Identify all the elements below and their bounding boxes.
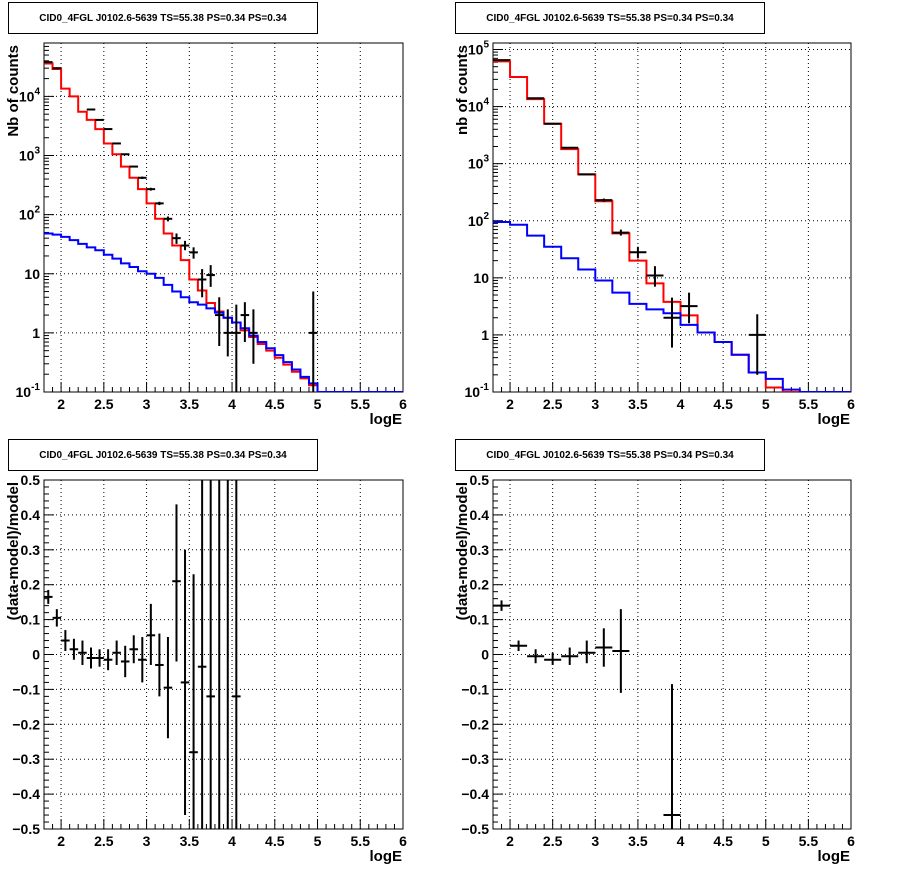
x-tick-label: 4.5 <box>265 833 285 849</box>
chart-svg-residuals-right: 2 2.5 3 3.5 4 4.5 5 5.5 6 −0.5 −0.4 −0.3 −0.2 −0.1 0 0.… <box>454 472 855 865</box>
x-tick-label: 2.5 <box>543 396 563 412</box>
x-tick-label: 5.5 <box>799 833 819 849</box>
y-tick-label: 0.5 <box>21 472 41 488</box>
y-tick-label: −0.1 <box>12 681 40 697</box>
model-step-line <box>493 221 851 392</box>
x-tick-label: 5 <box>314 833 322 849</box>
x-axis-label: logE <box>370 848 403 865</box>
x-tick-label: 3 <box>143 396 151 412</box>
x-tick-label: 6 <box>399 833 407 849</box>
x-tick-label: 4 <box>677 396 685 412</box>
x-tick-label: 6 <box>847 833 855 849</box>
x-tick-label: 4 <box>228 396 236 412</box>
x-tick-label: 3.5 <box>628 833 648 849</box>
x-tick-label: 5.5 <box>351 833 371 849</box>
y-tick-label: 102 <box>19 205 41 223</box>
y-tick-label: 105 <box>468 40 490 58</box>
x-tick-label: 2 <box>57 833 65 849</box>
y-tick-label: 0.2 <box>21 577 41 593</box>
x-tick-label: 6 <box>399 396 407 412</box>
x-tick-label: 5 <box>762 396 770 412</box>
y-tick-label: 10-1 <box>465 382 490 400</box>
x-tick-label: 4.5 <box>265 396 285 412</box>
y-tick-label: 103 <box>19 146 41 164</box>
model-step-line <box>44 232 403 392</box>
y-tick-label: 0.1 <box>21 612 41 628</box>
y-tick-label: 103 <box>468 154 490 172</box>
model-step-line <box>44 62 403 392</box>
chart-title: CID0_4FGL J0102.6-5639 TS=55.38 PS=0.34 … <box>455 2 765 34</box>
y-tick-label: −0.3 <box>461 751 489 767</box>
y-tick-label: 0.4 <box>470 507 490 523</box>
y-tick-label: 0.1 <box>470 612 490 628</box>
x-tick-label: 5.5 <box>799 396 819 412</box>
y-tick-label: 10 <box>473 270 489 286</box>
y-tick-label: 0.3 <box>21 542 41 558</box>
chart-panel-top-left: CID0_4FGL J0102.6-5639 TS=55.38 PS=0.34 … <box>0 0 449 437</box>
y-tick-label: −0.4 <box>12 786 40 802</box>
x-tick-label: 2 <box>506 396 514 412</box>
plot-frame <box>43 479 404 830</box>
x-tick-label: 4 <box>677 833 685 849</box>
chart-svg-counts-left: 2 2.5 3 3.5 4 4.5 5 5.5 6 10-1 1 10 102 103 104 logE Nb … <box>5 42 407 428</box>
y-tick-label: 10 <box>24 266 40 282</box>
x-tick-label: 2.5 <box>94 396 114 412</box>
y-tick-label: 0.2 <box>470 577 490 593</box>
x-axis-label: logE <box>818 848 851 865</box>
x-tick-label: 4 <box>228 833 236 849</box>
x-tick-label: 5 <box>762 833 770 849</box>
chart-svg-residuals-left: 2 2.5 3 3.5 4 4.5 5 5.5 6 −0.5 −0.4 −0.3 −0.2 −0.1 0 0.… <box>5 472 407 865</box>
y-tick-label: −0.5 <box>12 821 40 837</box>
x-tick-label: 2 <box>57 396 65 412</box>
y-tick-label: 0 <box>32 647 40 663</box>
chart-panel-top-right: CID0_4FGL J0102.6-5639 TS=55.38 PS=0.34 … <box>449 0 898 437</box>
y-tick-label: 104 <box>468 97 490 115</box>
chart-panel-bottom-left: CID0_4FGL J0102.6-5639 TS=55.38 PS=0.34 … <box>0 437 449 875</box>
x-tick-label: 2.5 <box>543 833 563 849</box>
chart-title: CID0_4FGL J0102.6-5639 TS=55.38 PS=0.34 … <box>8 2 318 34</box>
plot-frame <box>43 42 404 393</box>
x-tick-label: 3 <box>591 396 599 412</box>
chart-title: CID0_4FGL J0102.6-5639 TS=55.38 PS=0.34 … <box>8 439 318 471</box>
y-axis-label: (data-model)/model <box>5 482 22 620</box>
x-axis-label: logE <box>818 411 851 428</box>
x-tick-label: 6 <box>847 396 855 412</box>
y-tick-label: −0.3 <box>12 751 40 767</box>
x-axis-label: logE <box>370 411 403 428</box>
y-axis-label: Nb of counts <box>5 45 22 137</box>
chart-panel-bottom-right: CID0_4FGL J0102.6-5639 TS=55.38 PS=0.34 … <box>449 437 898 875</box>
x-tick-label: 3 <box>143 833 151 849</box>
chart-svg-counts-right: 2 2.5 3 3.5 4 4.5 5 5.5 6 10-1 1 10 102 103 104 105 logE… <box>454 40 855 428</box>
y-axis-label: (data-model)/model <box>454 482 471 620</box>
y-tick-label: 1 <box>32 325 40 341</box>
y-tick-label: −0.4 <box>461 786 489 802</box>
y-tick-label: −0.1 <box>461 681 489 697</box>
y-tick-label: 0 <box>481 647 489 663</box>
y-tick-label: −0.5 <box>461 821 489 837</box>
y-tick-label: 104 <box>19 86 41 104</box>
y-tick-label: 1 <box>481 327 489 343</box>
x-tick-label: 3.5 <box>628 396 648 412</box>
x-tick-label: 2.5 <box>94 833 114 849</box>
y-tick-label: 102 <box>468 211 490 229</box>
x-tick-label: 3.5 <box>180 396 200 412</box>
x-tick-label: 4.5 <box>713 396 733 412</box>
y-axis-label: nb of counts <box>454 45 471 135</box>
y-tick-label: 10-1 <box>16 382 41 400</box>
chart-title: CID0_4FGL J0102.6-5639 TS=55.38 PS=0.34 … <box>455 439 765 471</box>
y-tick-label: −0.2 <box>12 716 40 732</box>
y-tick-label: 0.3 <box>470 542 490 558</box>
x-tick-label: 5.5 <box>351 396 371 412</box>
y-tick-label: −0.2 <box>461 716 489 732</box>
x-tick-label: 3.5 <box>180 833 200 849</box>
x-tick-label: 4.5 <box>713 833 733 849</box>
y-tick-label: 0.5 <box>470 472 490 488</box>
x-tick-label: 2 <box>506 833 514 849</box>
x-tick-label: 3 <box>591 833 599 849</box>
x-tick-label: 5 <box>314 396 322 412</box>
y-tick-label: 0.4 <box>21 507 41 523</box>
